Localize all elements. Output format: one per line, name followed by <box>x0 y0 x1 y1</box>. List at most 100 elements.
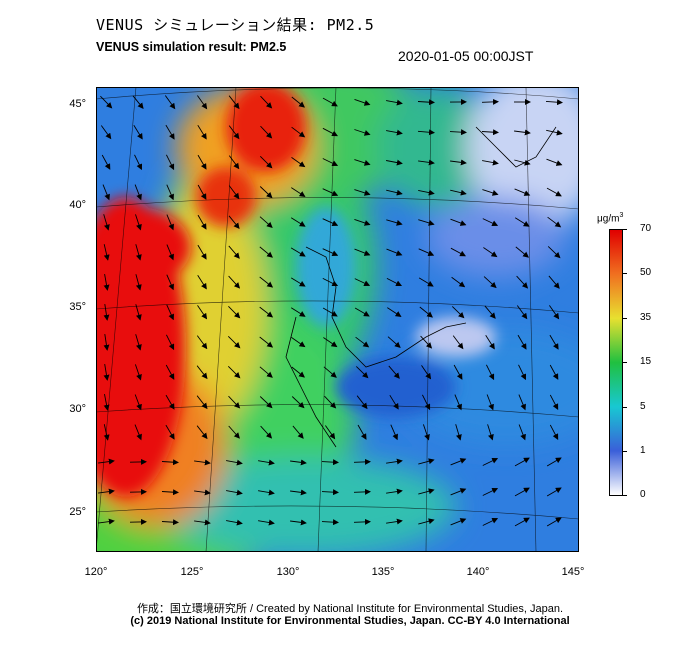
wind-arrow <box>196 425 208 440</box>
wind-arrow <box>322 248 339 256</box>
wind-arrow <box>291 126 306 138</box>
wind-arrow <box>260 125 273 139</box>
wind-arrow <box>259 276 274 288</box>
wind-arrow <box>354 98 371 106</box>
wind-arrow <box>324 395 337 409</box>
wind-arrow <box>290 519 307 526</box>
wind-arrow <box>165 394 175 410</box>
wind-arrow <box>452 335 464 350</box>
wind-arrow <box>228 275 241 289</box>
wind-arrow <box>546 187 562 197</box>
wind-arrow <box>292 425 304 439</box>
wind-arrow <box>164 95 176 110</box>
wind-arrow <box>517 334 527 350</box>
wind-arrow <box>418 518 435 525</box>
wind-arrow <box>549 424 559 440</box>
wind-arrow <box>258 519 275 526</box>
wind-arrow <box>516 305 528 320</box>
wind-arrow <box>386 129 403 136</box>
wind-arrow <box>161 459 179 466</box>
wind-arrow <box>354 218 371 226</box>
wind-arrow <box>547 246 561 259</box>
wind-arrow <box>259 186 273 199</box>
wind-arrow <box>549 364 559 380</box>
wind-arrow <box>290 277 306 287</box>
wind-arrow <box>390 424 398 441</box>
wind-arrow <box>482 218 499 226</box>
wind-arrow <box>418 458 435 465</box>
wind-arrow <box>546 487 562 497</box>
wind-arrow <box>134 424 142 441</box>
lat-label-35: 35° <box>69 301 86 313</box>
wind-arrow <box>228 305 241 319</box>
wind-arrow <box>135 274 142 291</box>
wind-arrow <box>450 458 467 466</box>
wind-arrow <box>291 157 306 168</box>
wind-arrow <box>388 365 400 379</box>
wind-arrow <box>101 154 111 170</box>
wind-arrow <box>197 124 207 140</box>
wind-arrow <box>322 158 339 167</box>
lat-label-25: 25° <box>69 506 86 518</box>
wind-arrow <box>259 396 273 409</box>
wind-arrow <box>481 98 499 105</box>
wind-arrow <box>98 518 115 525</box>
wind-arrow <box>228 215 240 229</box>
wind-arrow <box>135 244 142 261</box>
wind-arrow <box>481 129 499 136</box>
wind-arrow <box>98 458 115 465</box>
colorbar-label-1: 1 <box>640 445 646 456</box>
wind-arrow <box>259 246 273 258</box>
wind-arrow <box>290 489 307 496</box>
wind-arrow <box>103 214 110 231</box>
wind-arrow <box>353 458 371 465</box>
colorbar-label-70: 70 <box>640 223 652 234</box>
wind-arrow <box>546 457 562 467</box>
wind-arrow <box>290 217 306 227</box>
wind-arrow <box>418 219 435 226</box>
wind-arrow <box>454 394 462 411</box>
wind-arrow <box>100 95 113 109</box>
wind-arrow <box>166 274 174 291</box>
wind-arrow <box>165 124 175 140</box>
wind-arrow <box>228 125 240 140</box>
colorbar-label-5: 5 <box>640 401 646 412</box>
wind-arrow <box>355 336 370 348</box>
wind-arrow <box>258 459 275 466</box>
wind-arrow <box>134 364 142 381</box>
wind-arrow <box>322 127 338 137</box>
wind-arrow <box>166 304 174 321</box>
wind-arrow <box>546 517 562 527</box>
wind-arrow <box>514 517 530 527</box>
wind-arrow <box>450 159 467 166</box>
wind-arrow <box>450 189 467 196</box>
wind-arrow <box>197 95 208 110</box>
wind-arrow <box>98 488 115 495</box>
wind-arrow <box>482 189 499 196</box>
wind-arrow <box>449 129 467 136</box>
wind-arrow <box>354 248 371 256</box>
wind-arrow <box>135 214 142 231</box>
concentration-field <box>96 87 579 552</box>
wind-arrow <box>549 334 559 350</box>
wind-arrow <box>353 518 371 525</box>
wind-arrow <box>165 364 175 380</box>
wind-arrow <box>387 307 402 317</box>
timestamp: 2020-01-05 00:00JST <box>398 48 534 64</box>
colorbar-label-0: 0 <box>640 489 646 500</box>
wind-arrow <box>483 276 497 289</box>
wind-arrow <box>450 488 467 496</box>
wind-arrow <box>421 394 431 411</box>
wind-arrow <box>322 307 338 317</box>
lon-label-125: 125° <box>180 566 204 578</box>
wind-arrow <box>290 459 307 466</box>
wind-arrow <box>165 334 175 351</box>
map-frame <box>96 87 579 552</box>
wind-arrow <box>514 487 530 497</box>
wind-arrow <box>322 218 339 226</box>
wind-arrow <box>228 245 240 259</box>
wind-arrow <box>103 394 110 411</box>
wind-arrow <box>354 189 371 196</box>
wind-arrow <box>166 214 174 231</box>
wind-arrow <box>260 95 273 109</box>
